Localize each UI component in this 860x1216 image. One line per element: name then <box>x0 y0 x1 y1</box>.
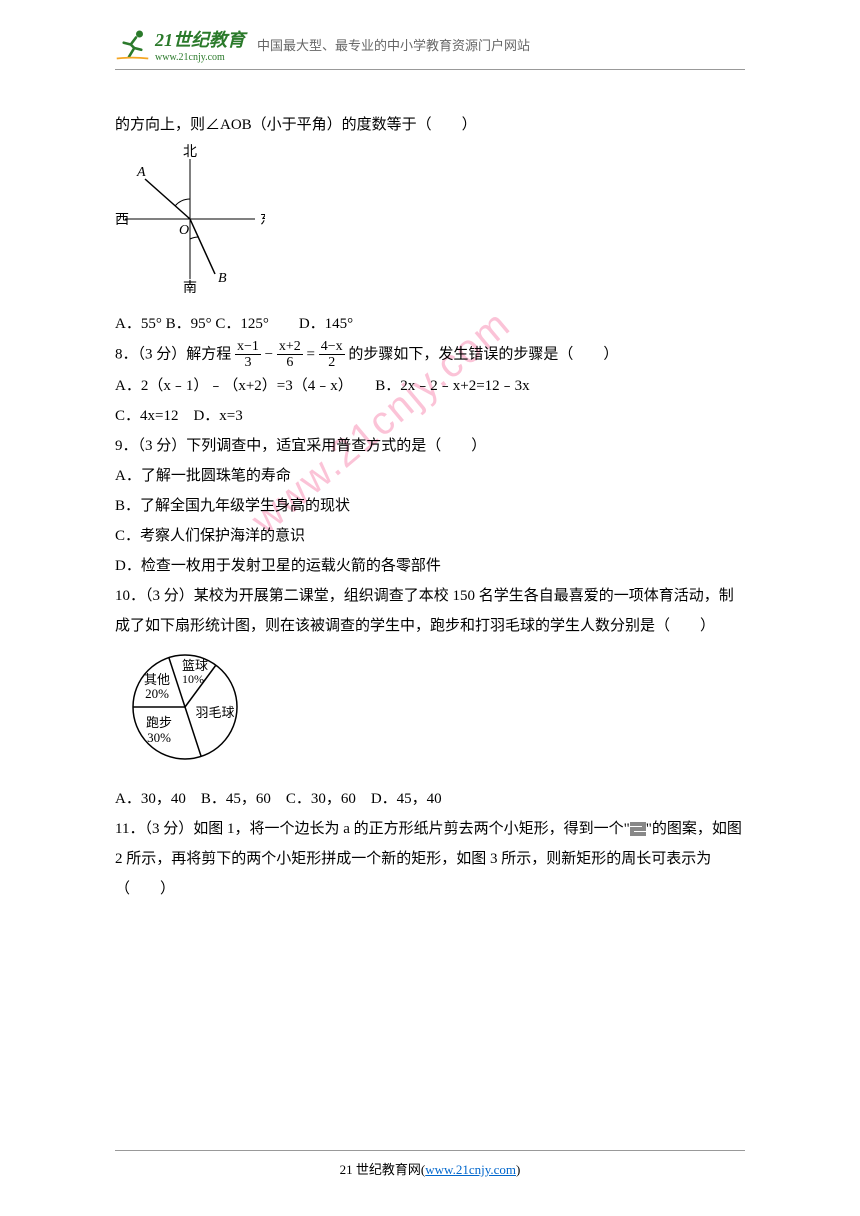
q8-line2: A．2（x﹣1）﹣（x+2）=3（4﹣x） B．2x﹣2﹣x+2=12﹣3x <box>115 371 745 401</box>
q9-b: B．了解全国九年级学生身高的现状 <box>115 491 745 521</box>
q11-stem: 11．（3 分）如图 1，将一个边长为 a 的正方形纸片剪去两个小矩形，得到一个… <box>115 814 745 904</box>
q9-c: C．考察人们保护海洋的意识 <box>115 521 745 551</box>
logo-text: 21世纪教育 www.21cnjy.com <box>155 26 245 63</box>
logo-main: 21世纪教育 <box>155 26 245 52</box>
frac-2: x+26 <box>277 339 303 371</box>
header-tagline: 中国最大型、最专业的中小学教育资源门户网站 <box>257 35 530 54</box>
q8-line3: C．4x=12 D．x=3 <box>115 401 745 431</box>
q7-options: A．55° B．95° C．125° D．145° <box>115 309 745 339</box>
frac-3: 4−x2 <box>319 339 345 371</box>
svg-text:B: B <box>218 271 227 286</box>
q10-stem: 10．（3 分）某校为开展第二课堂，组织调查了本校 150 名学生各自最喜爱的一… <box>115 581 745 641</box>
q8-post: 的步骤如下，发生错误的步骤是（ ） <box>348 346 618 362</box>
svg-text:其他: 其他 <box>144 672 170 687</box>
q7-tail: 的方向上，则∠AOB（小于平角）的度数等于（ ） <box>115 110 745 140</box>
q8-stem: 8．（3 分）解方程 x−13 − x+26 = 4−x2 的步骤如下，发生错误… <box>115 339 745 371</box>
pie-chart: 其他 20% 篮球 10% 羽毛球 跑步 30% <box>115 647 255 767</box>
frac-1: x−13 <box>235 339 261 371</box>
q9-d: D．检查一枚用于发射卫星的运载火箭的各零部件 <box>115 551 745 581</box>
svg-text:30%: 30% <box>147 730 171 745</box>
q9-a: A．了解一批圆珠笔的寿命 <box>115 461 745 491</box>
svg-text:O: O <box>179 223 189 238</box>
svg-text:篮球: 篮球 <box>182 658 208 673</box>
q9-stem: 9．（3 分）下列调查中，适宜采用普查方式的是（ ） <box>115 431 745 461</box>
page-footer: 21 世纪教育网(www.21cnjy.com) <box>115 1150 745 1178</box>
logo: 21世纪教育 www.21cnjy.com <box>115 26 245 63</box>
svg-text:A: A <box>136 165 146 180</box>
logo-sub: www.21cnjy.com <box>155 52 245 63</box>
svg-text:北: 北 <box>183 144 197 160</box>
svg-text:10%: 10% <box>182 672 204 686</box>
svg-text:西: 西 <box>115 213 129 228</box>
svg-text:羽毛球: 羽毛球 <box>195 705 234 720</box>
svg-text:跑步: 跑步 <box>146 715 172 730</box>
q10-options: A．30，40 B．45，60 C．30，60 D．45，40 <box>115 784 745 814</box>
compass-diagram: 北 南 东 西 A B O <box>115 144 265 294</box>
svg-text:东: 东 <box>260 212 265 228</box>
svg-text:20%: 20% <box>145 686 169 701</box>
footer-pre: 21 世纪教育网( <box>340 1162 426 1177</box>
footer-link[interactable]: www.21cnjy.com <box>425 1162 516 1177</box>
runner-icon <box>115 27 150 62</box>
content: 的方向上，则∠AOB（小于平角）的度数等于（ ） 北 南 东 西 A B O A… <box>115 110 745 904</box>
q8-pre: 8．（3 分）解方程 <box>115 346 231 362</box>
page-header: 21世纪教育 www.21cnjy.com 中国最大型、最专业的中小学教育资源门… <box>115 20 745 70</box>
svg-text:南: 南 <box>183 280 197 294</box>
s-shape-icon <box>630 822 646 836</box>
footer-post: ) <box>516 1162 520 1177</box>
